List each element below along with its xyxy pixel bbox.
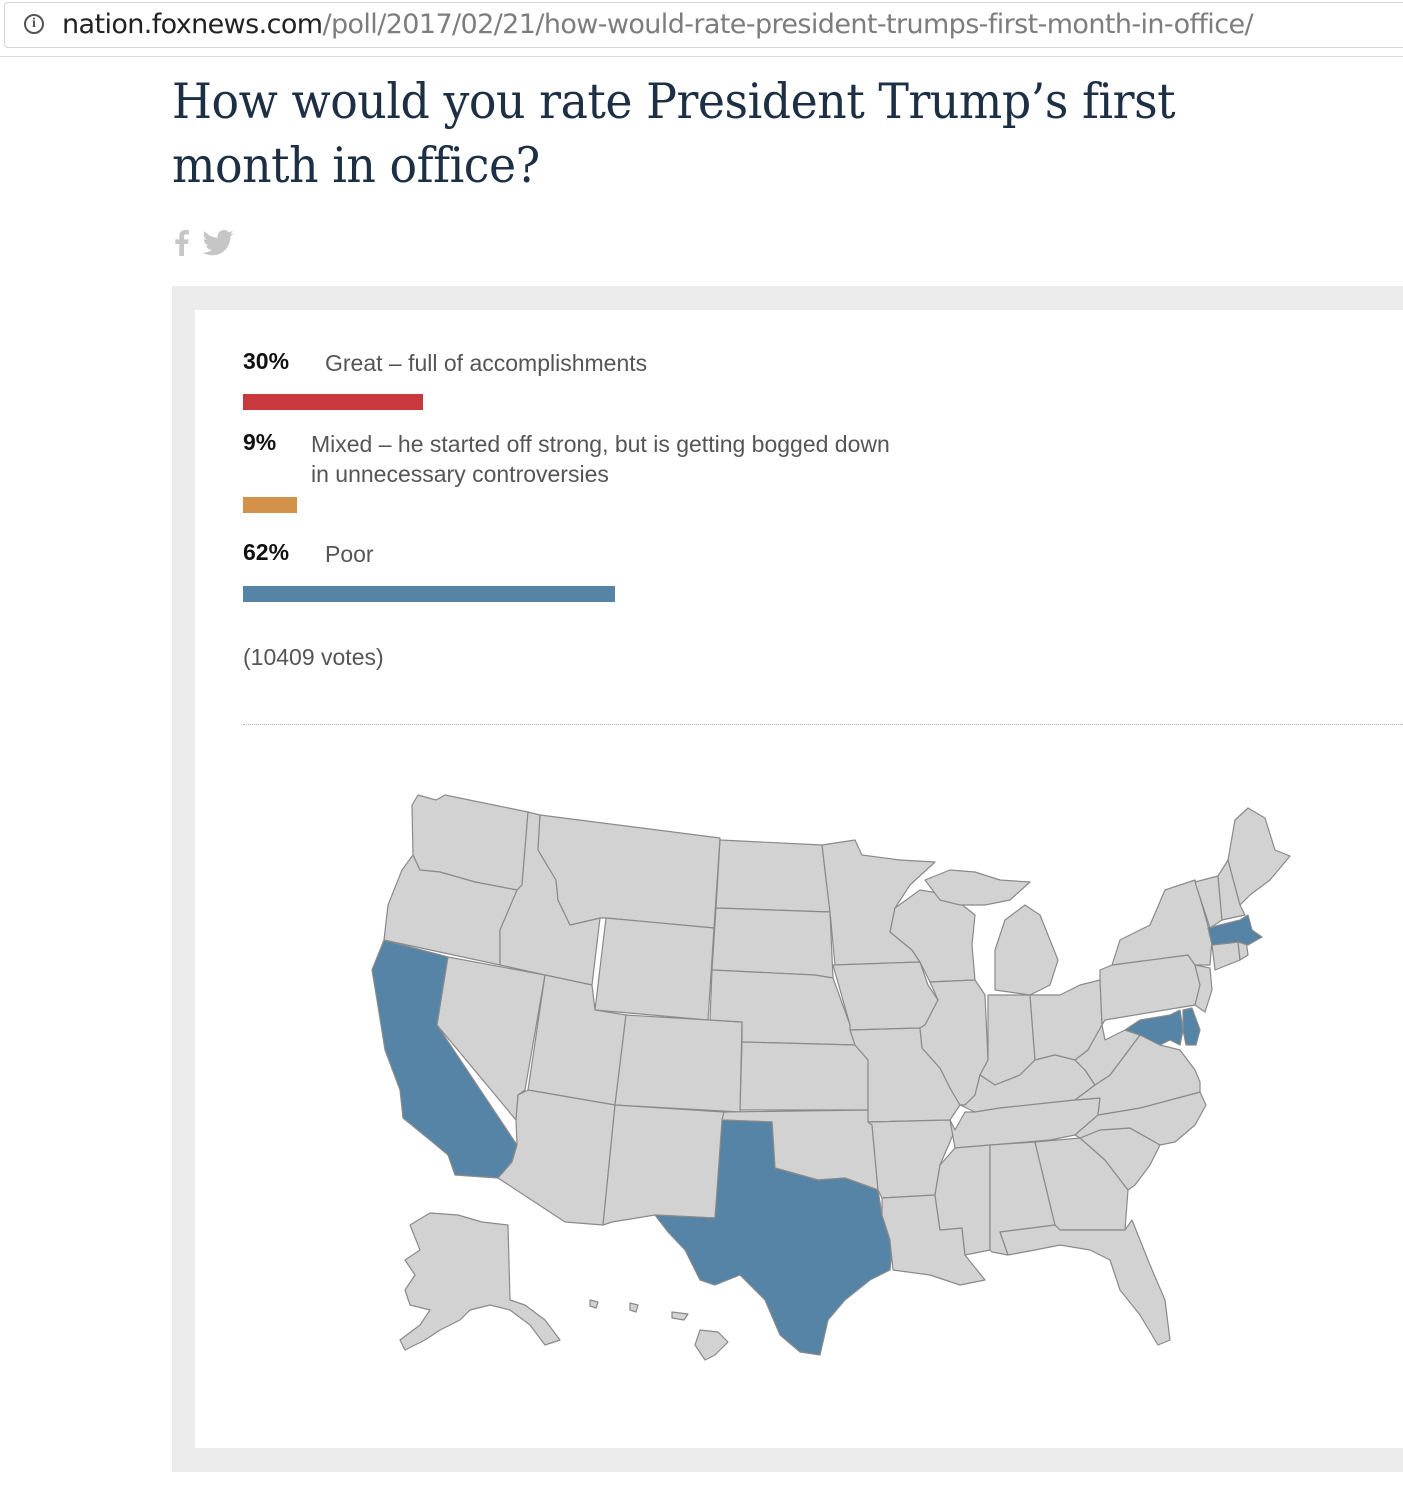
- state-ND[interactable]: [715, 839, 831, 913]
- answer-label: Mixed – he started off strong, but is ge…: [311, 431, 890, 487]
- state-CO[interactable]: [614, 1014, 743, 1113]
- divider: [243, 724, 1403, 725]
- facebook-icon[interactable]: [174, 228, 190, 261]
- answer-label: Poor: [325, 541, 374, 567]
- url-host: nation.foxnews.com: [62, 9, 323, 40]
- answer-label: Great – full of accomplishments: [325, 350, 648, 376]
- state-CT[interactable]: [1211, 941, 1241, 971]
- answer-percent: 9%: [243, 429, 277, 455]
- url-text[interactable]: nation.foxnews.com/poll/2017/02/21/how-w…: [62, 9, 1254, 40]
- state-IA[interactable]: [832, 961, 939, 1031]
- state-MI[interactable]: [994, 904, 1059, 996]
- us-results-map: [371, 794, 1291, 1361]
- answer-bar: [243, 497, 297, 513]
- answer-bar: [243, 394, 423, 410]
- info-icon[interactable]: i: [24, 14, 44, 34]
- state-FL[interactable]: [999, 1219, 1171, 1346]
- twitter-icon[interactable]: [202, 230, 234, 261]
- answer-bar: [243, 586, 615, 602]
- state-MA[interactable]: [1207, 914, 1263, 946]
- state-DE[interactable]: [1182, 1007, 1201, 1046]
- state-WY[interactable]: [594, 917, 715, 1021]
- state-NY[interactable]: [1111, 879, 1213, 966]
- state-HI-big-island[interactable]: [694, 1329, 729, 1361]
- poll-results: 30% Great – full of accomplishments 9% M…: [195, 310, 1403, 1448]
- state-MI-upper[interactable]: [924, 869, 1031, 906]
- poll-container: 30% Great – full of accomplishments 9% M…: [172, 286, 1403, 1472]
- answer-percent: 30%: [243, 348, 290, 374]
- state-NJ[interactable]: [1194, 964, 1213, 1013]
- address-bar: i nation.foxnews.com/poll/2017/02/21/how…: [0, 0, 1403, 57]
- page-title: How would you rate President Trump’s fir…: [172, 73, 1176, 194]
- state-MD[interactable]: [1124, 1009, 1184, 1046]
- state-SD[interactable]: [711, 907, 834, 979]
- vote-count: (10409 votes): [243, 644, 384, 670]
- state-NM[interactable]: [602, 1104, 725, 1226]
- answer-percent: 62%: [243, 539, 290, 565]
- state-ME[interactable]: [1227, 807, 1291, 906]
- state-HI-kauai[interactable]: [589, 1299, 599, 1309]
- state-HI-maui[interactable]: [671, 1311, 689, 1321]
- state-NH[interactable]: [1217, 859, 1246, 921]
- state-TX[interactable]: [654, 1119, 894, 1356]
- state-AK[interactable]: [399, 1212, 561, 1351]
- state-CA[interactable]: [371, 939, 518, 1179]
- url-path: /poll/2017/02/21/how-would-rate-presiden…: [322, 9, 1253, 40]
- state-HI-oahu[interactable]: [629, 1302, 639, 1313]
- state-MT[interactable]: [537, 814, 721, 929]
- state-KS[interactable]: [739, 1041, 869, 1111]
- url-field[interactable]: i nation.foxnews.com/poll/2017/02/21/how…: [4, 2, 1403, 48]
